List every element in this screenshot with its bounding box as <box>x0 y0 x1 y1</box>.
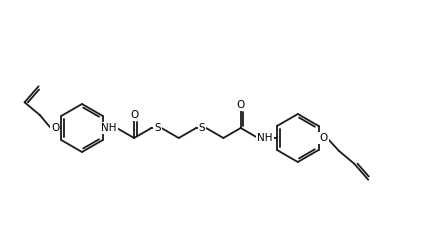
Text: O: O <box>51 123 59 133</box>
Text: NH: NH <box>257 133 273 143</box>
Text: O: O <box>237 100 245 110</box>
Text: NH: NH <box>101 123 116 133</box>
Text: S: S <box>154 123 161 133</box>
Text: O: O <box>320 133 328 143</box>
Text: O: O <box>130 110 138 120</box>
Text: S: S <box>199 123 206 133</box>
